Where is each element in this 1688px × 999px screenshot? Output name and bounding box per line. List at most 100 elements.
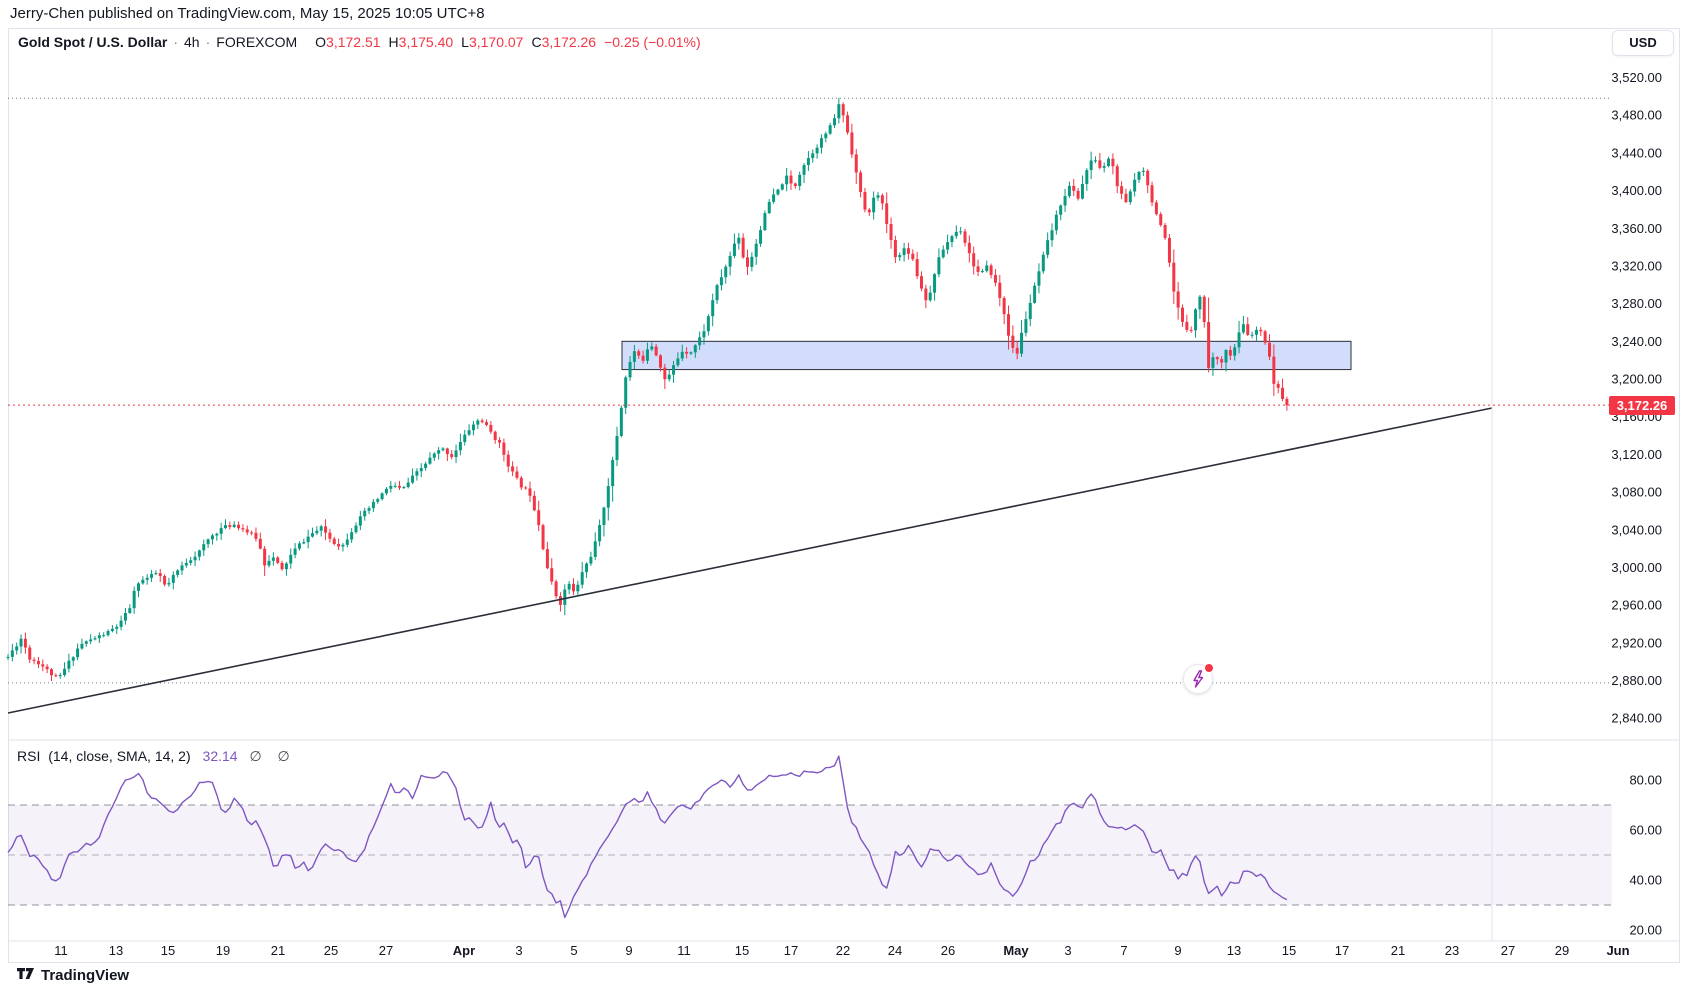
candle-body bbox=[376, 499, 380, 502]
candle-body bbox=[889, 224, 893, 241]
candle-body bbox=[946, 242, 950, 250]
time-tick-label: 25 bbox=[324, 943, 338, 958]
candle-body bbox=[780, 184, 784, 190]
candle-body bbox=[445, 448, 449, 455]
time-tick-label: 23 bbox=[1445, 943, 1459, 958]
last-price-badge: 3,172.26 bbox=[1609, 396, 1675, 415]
candle-body bbox=[237, 524, 241, 529]
candle-body bbox=[467, 430, 471, 435]
candle-body bbox=[789, 175, 793, 184]
candle-body bbox=[1163, 225, 1167, 239]
currency-button[interactable]: USD bbox=[1612, 30, 1674, 56]
candle-body bbox=[480, 420, 484, 423]
candle-body bbox=[863, 191, 867, 210]
candle-body bbox=[641, 355, 645, 361]
candle-body bbox=[363, 510, 367, 517]
candle-body bbox=[837, 104, 841, 119]
time-tick-label: 21 bbox=[1391, 943, 1405, 958]
candle-body bbox=[324, 526, 328, 533]
tradingview-logo[interactable]: TradingView bbox=[16, 967, 129, 984]
candle-body bbox=[1241, 324, 1245, 333]
candle-body bbox=[202, 544, 206, 551]
candle-body bbox=[254, 532, 258, 539]
candle-body bbox=[284, 563, 288, 570]
candle-body bbox=[1098, 160, 1102, 168]
candle-body bbox=[602, 507, 606, 526]
candle-body bbox=[732, 243, 736, 256]
price-tick-label: 3,480.00 bbox=[1611, 108, 1662, 123]
rsi-line bbox=[7, 755, 1288, 919]
candle-body bbox=[184, 562, 188, 566]
candle-body bbox=[19, 638, 23, 647]
high-value: 3,175.40 bbox=[398, 34, 454, 50]
price-tick-label: 3,240.00 bbox=[1611, 334, 1662, 349]
candle-body bbox=[1233, 347, 1237, 356]
candle-body bbox=[132, 590, 136, 609]
candle-body bbox=[1020, 332, 1024, 354]
candle-body bbox=[411, 475, 415, 483]
candle-body bbox=[746, 257, 749, 267]
candle-body bbox=[502, 442, 506, 455]
price-tick-label: 2,920.00 bbox=[1611, 635, 1662, 650]
ascending-trendline[interactable] bbox=[7, 407, 1493, 714]
support-resistance-box[interactable] bbox=[621, 340, 1352, 371]
candle-body bbox=[245, 529, 249, 533]
flash-idea-button[interactable] bbox=[1183, 663, 1214, 694]
candle-body bbox=[689, 352, 693, 354]
candle-body bbox=[428, 457, 432, 464]
time-tick-label: May bbox=[1003, 943, 1029, 958]
symbol-title[interactable]: Gold Spot / U.S. Dollar bbox=[18, 34, 168, 50]
candle-body bbox=[524, 487, 528, 489]
candle-body bbox=[328, 532, 332, 539]
rsi-title[interactable]: RSI bbox=[17, 748, 41, 764]
candle-body bbox=[54, 675, 58, 677]
candle-body bbox=[311, 533, 314, 537]
price-tick-label: 3,440.00 bbox=[1611, 145, 1662, 160]
interval-label[interactable]: 4h bbox=[184, 34, 200, 50]
candle-body bbox=[1128, 191, 1132, 203]
candle-body bbox=[441, 448, 445, 451]
chart-frame bbox=[8, 28, 1680, 963]
candle-body bbox=[58, 675, 62, 677]
candle-body bbox=[106, 631, 110, 636]
candle-body bbox=[728, 255, 732, 267]
tradingview-logo-text: TradingView bbox=[41, 967, 130, 984]
candle-body bbox=[463, 434, 467, 443]
time-tick-label: 27 bbox=[1501, 943, 1515, 958]
candle-body bbox=[911, 253, 915, 260]
candle-body bbox=[358, 516, 362, 526]
candle-body bbox=[519, 477, 523, 488]
candle-body bbox=[619, 407, 623, 436]
candle-body bbox=[515, 471, 519, 478]
candle-body bbox=[654, 346, 658, 356]
candle-body bbox=[6, 656, 10, 658]
candle-body bbox=[989, 265, 993, 275]
candle-body bbox=[50, 669, 53, 676]
candle-body bbox=[824, 133, 828, 139]
chart-canvas[interactable]: 3,520.00 3,480.00 3,440.00 3,400.00 3,360.00… bbox=[0, 0, 1688, 963]
candle-body bbox=[1285, 398, 1289, 406]
time-tick-label: Jun bbox=[1606, 943, 1629, 958]
candle-body bbox=[1263, 331, 1267, 343]
candle-body bbox=[341, 544, 345, 547]
lightning-icon bbox=[1193, 670, 1204, 688]
candle-body bbox=[180, 565, 184, 571]
time-tick-label: 7 bbox=[1120, 943, 1127, 958]
candle-body bbox=[1228, 349, 1232, 356]
candle-body bbox=[424, 463, 428, 469]
candle-body bbox=[84, 641, 88, 644]
candle-body bbox=[924, 288, 928, 301]
candle-body bbox=[772, 194, 776, 202]
time-tick-label: 15 bbox=[735, 943, 749, 958]
candle-body bbox=[197, 550, 201, 557]
candle-body bbox=[306, 536, 310, 543]
candle-body bbox=[1024, 319, 1028, 333]
candle-body bbox=[1150, 185, 1154, 203]
time-tick-label: 9 bbox=[625, 943, 632, 958]
candle-body bbox=[23, 638, 27, 648]
candle-body bbox=[210, 535, 214, 540]
candle-body bbox=[793, 183, 797, 187]
candle-body bbox=[450, 454, 454, 458]
candle-body bbox=[589, 556, 593, 564]
candle-body bbox=[402, 487, 406, 489]
